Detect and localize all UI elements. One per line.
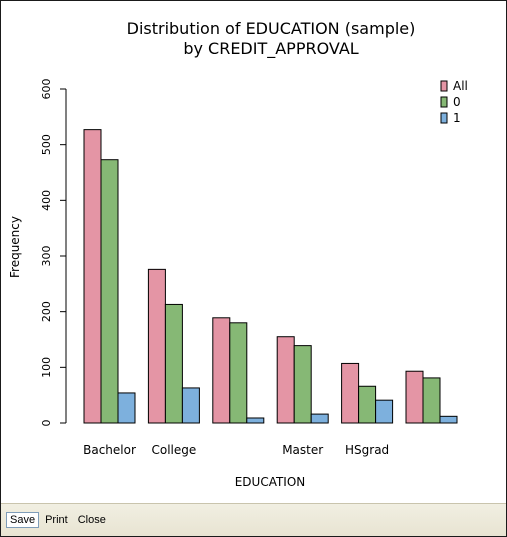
legend-swatch <box>440 80 448 92</box>
bar-all-unlabeled-5 <box>405 370 424 424</box>
bar-1-hsgrad <box>375 399 394 424</box>
bar-all-hsgrad <box>341 362 360 424</box>
legend-label: All <box>453 79 468 93</box>
bar-0-college <box>164 303 183 424</box>
plot-area: Distribution of EDUCATION (sample) by CR… <box>1 1 506 503</box>
legend-swatch <box>440 96 448 108</box>
legend-label: 0 <box>453 95 461 109</box>
bar-chart: Distribution of EDUCATION (sample) by CR… <box>8 19 468 489</box>
bar-0-unlabeled-2 <box>229 322 248 424</box>
bar-1-master <box>310 413 329 424</box>
toolbar: Save Print Close <box>1 503 506 536</box>
y-axis-label: Frequency <box>8 216 22 278</box>
y-tick-label: 500 <box>40 134 53 155</box>
x-tick-label: Bachelor <box>83 443 136 457</box>
x-axis-label: EDUCATION <box>235 475 306 489</box>
bar-1-unlabeled-5 <box>439 415 458 424</box>
bars <box>83 129 458 424</box>
y-tick-label: 0 <box>40 420 53 427</box>
x-tick-label: College <box>152 443 197 457</box>
bar-1-unlabeled-2 <box>246 417 265 424</box>
bar-1-bachelor <box>117 392 136 424</box>
save-button[interactable]: Save <box>6 512 40 528</box>
legend: All 0 1 <box>440 79 468 125</box>
y-tick-label: 600 <box>40 79 53 100</box>
bar-all-college <box>147 268 166 424</box>
bar-0-unlabeled-5 <box>422 377 441 424</box>
y-axis: 0 100 200 300 400 500 600 <box>40 79 67 427</box>
print-button[interactable]: Print <box>41 512 72 528</box>
x-tick-label: HSgrad <box>345 443 389 457</box>
chart-subtitle: by CREDIT_APPROVAL <box>183 39 358 59</box>
bar-0-hsgrad <box>358 385 377 424</box>
bar-all-master <box>276 336 295 424</box>
x-tick-label: Master <box>282 443 323 457</box>
bar-all-bachelor <box>83 129 102 424</box>
bar-0-master <box>293 345 312 424</box>
y-tick-label: 100 <box>40 357 53 378</box>
y-tick-label: 300 <box>40 246 53 267</box>
bar-all-unlabeled-2 <box>212 317 231 424</box>
close-button[interactable]: Close <box>74 512 110 528</box>
y-tick-label: 400 <box>40 190 53 211</box>
chart-title: Distribution of EDUCATION (sample) <box>127 19 416 38</box>
legend-label: 1 <box>453 111 461 125</box>
bar-0-bachelor <box>100 159 119 424</box>
bar-1-college <box>181 387 200 424</box>
x-tick-labels: Bachelor College Master HSgrad <box>83 443 389 457</box>
y-tick-label: 200 <box>40 301 53 322</box>
legend-swatch <box>440 112 448 124</box>
